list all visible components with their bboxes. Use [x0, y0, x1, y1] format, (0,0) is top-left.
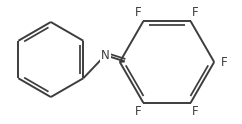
Text: N: N — [101, 49, 110, 62]
Text: F: F — [135, 6, 142, 19]
Text: F: F — [192, 105, 199, 118]
Text: F: F — [192, 6, 199, 19]
Text: F: F — [221, 56, 227, 68]
Text: F: F — [135, 105, 142, 118]
